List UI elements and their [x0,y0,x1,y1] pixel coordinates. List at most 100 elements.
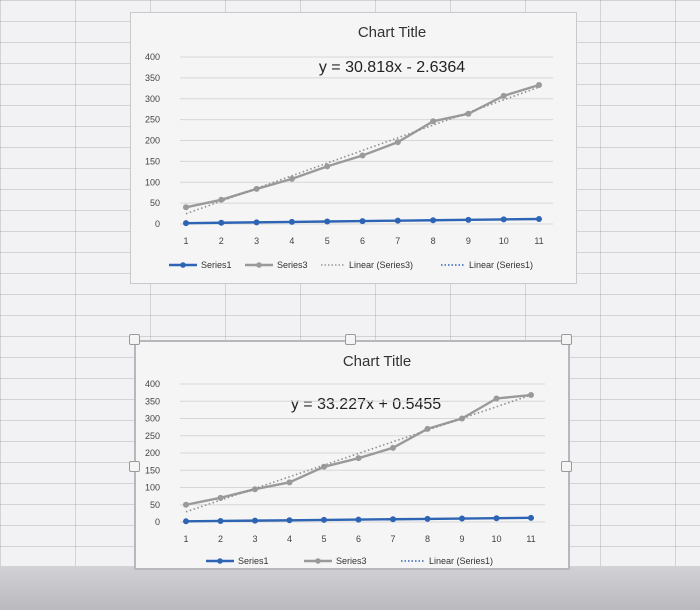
legend-marker-series1 [180,262,186,268]
x-tick-label: 3 [254,236,259,246]
data-point-series1 [424,515,431,522]
legend-marker-series3 [315,558,321,564]
data-point-series3 [528,392,534,399]
trendline-equation: y = 33.227x + 0.5455 [291,396,441,413]
data-point-series1 [390,516,396,523]
x-tick-label: 9 [459,534,464,544]
legend-label-series3: Series3 [277,260,308,270]
data-point-series3 [459,415,465,422]
x-tick-label: 11 [526,534,535,544]
data-point-series1 [183,518,189,525]
data-point-series3 [536,81,542,88]
data-point-series1 [465,216,472,223]
data-point-series1 [493,515,500,522]
data-point-series1 [321,516,327,523]
x-tick-label: 5 [325,236,330,246]
data-point-series1 [394,217,401,224]
data-point-series1 [528,514,534,521]
y-tick-label: 0 [155,517,160,527]
legend-label-series1: Series1 [201,260,232,270]
x-tick-label: 4 [287,534,292,544]
y-tick-label: 350 [145,396,160,406]
x-tick-label: 1 [183,534,188,544]
trendline-series3 [185,86,540,215]
x-tick-label: 6 [356,534,361,544]
data-point-series1 [355,516,362,523]
data-point-series1 [286,517,293,524]
data-point-series3 [390,444,396,451]
y-tick-label: 150 [145,156,160,166]
data-point-series1 [252,517,258,524]
x-tick-label: 7 [395,236,400,246]
y-tick-label: 400 [145,379,160,389]
y-tick-label: 300 [145,94,160,104]
series-line-series3 [185,83,540,209]
data-point-series1 [500,216,507,223]
y-tick-label: 250 [145,115,160,125]
chart-top[interactable]: Chart Title y = 30.818x - 2.6364 0 50 100 150… [130,12,577,284]
x-tick-label: 8 [425,534,430,544]
data-point-series1 [459,515,465,522]
data-point-series3 [324,163,331,170]
y-tick-label: 200 [145,136,160,146]
y-tick-label: 200 [145,448,160,458]
data-point-series1 [536,215,542,222]
data-point-series1 [324,218,331,225]
y-tick-label: 100 [145,177,160,187]
chart-top-svg: Chart Title y = 30.818x - 2.6364 0 50 100 150… [145,24,553,270]
x-tick-label: 9 [466,236,471,246]
y-tick-label: 300 [145,414,160,424]
x-tick-label: 11 [534,236,543,246]
data-point-series1 [288,218,295,225]
y-tick-label: 400 [145,52,160,62]
x-tick-label: 8 [431,236,436,246]
data-point-series3 [288,175,295,182]
data-point-series3 [355,455,362,462]
y-tick-label: 50 [150,500,160,510]
chart-bottom[interactable]: Chart Title y = 33.227x + 0.5455 0 50 100 150… [134,340,570,570]
resize-handle-middle-right[interactable] [561,461,572,472]
legend-label-series1: Series1 [238,556,269,566]
data-point-series1 [217,517,224,524]
y-tick-label: 0 [155,219,160,229]
x-tick-label: 10 [499,236,509,246]
legend-marker-series3 [256,262,262,268]
data-point-series1 [218,219,225,226]
y-tick-label: 50 [150,198,160,208]
data-point-series3 [183,501,189,508]
y-tick-label: 150 [145,465,160,475]
resize-handle-top-right[interactable] [561,334,572,345]
chart-title: Chart Title [358,24,426,41]
data-point-series3 [500,92,507,99]
x-tick-label: 3 [252,534,257,544]
legend-label-trendline: Linear (Series1) [429,556,493,566]
data-point-series1 [359,218,366,225]
trendline-series3 [185,394,532,513]
y-tick-label: 350 [145,73,160,83]
resize-handle-middle-left[interactable] [129,461,140,472]
legend-label-trendline: Linear (Series1) [469,260,533,270]
data-point-series1 [183,220,189,227]
legend-label-trendline: Linear (Series3) [349,260,413,270]
x-tick-label: 4 [289,236,294,246]
data-point-series3 [493,395,500,402]
x-tick-label: 6 [360,236,365,246]
x-tick-label: 2 [219,236,224,246]
resize-handle-top-left[interactable] [129,334,140,345]
sheet-bottom-bar [0,566,700,610]
data-point-series3 [359,152,366,159]
data-point-series3 [183,204,189,211]
x-tick-label: 1 [183,236,188,246]
chart-bottom-svg: Chart Title y = 33.227x + 0.5455 0 50 100 150… [145,353,545,566]
data-point-series3 [430,118,437,125]
x-tick-label: 10 [491,534,501,544]
x-tick-label: 2 [218,534,223,544]
x-tick-label: 5 [321,534,326,544]
data-point-series3 [217,494,224,501]
trendline-equation: y = 30.818x - 2.6364 [319,59,465,76]
legend-label-series3: Series3 [336,556,367,566]
resize-handle-top-middle[interactable] [345,334,356,345]
x-tick-label: 7 [390,534,395,544]
data-point-series3 [321,463,327,470]
data-point-series1 [253,219,260,226]
